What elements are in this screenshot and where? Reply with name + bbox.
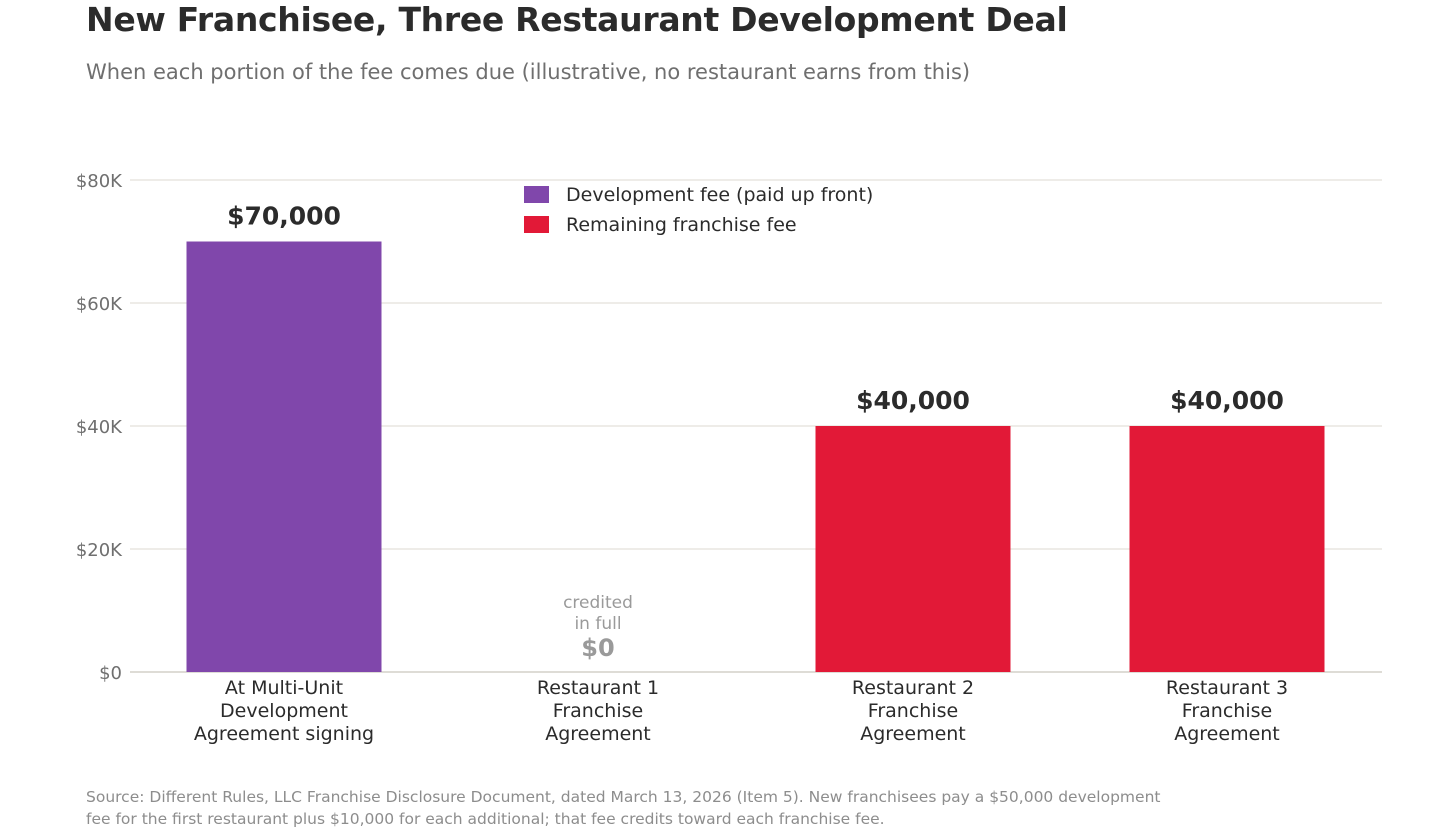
- bar-value-label: $40,000: [1170, 386, 1284, 415]
- x-tick-label: Restaurant 1 Franchise Agreement: [537, 677, 659, 745]
- bar: [186, 241, 382, 672]
- y-tick-label: $0: [99, 663, 122, 684]
- x-tick-label: At Multi-Unit Development Agreement signin…: [194, 677, 374, 745]
- chart-title: New Franchisee, Three Restaurant Develop…: [86, 0, 1068, 39]
- bar-value-label: $40,000: [856, 386, 970, 415]
- annotation-text: credited in full: [563, 593, 633, 634]
- legend-label: Development fee (paid up front): [566, 184, 873, 206]
- chart-subtitle: When each portion of the fee comes due (…: [86, 60, 971, 84]
- bar-value-label: $0: [581, 634, 614, 662]
- annotations: credited in full: [563, 593, 633, 634]
- y-tick-label: $20K: [76, 540, 123, 561]
- source-note: Source: Different Rules, LLC Franchise D…: [86, 788, 1161, 828]
- bars: [186, 241, 1325, 672]
- bar: [815, 426, 1011, 672]
- bar-chart: $0 $20K $40K $60K $80K $70,000 $0 $40,000 $40,0…: [76, 171, 1382, 745]
- bar-value-labels: $70,000 $0 $40,000 $40,000: [227, 202, 1284, 663]
- bar-value-label: $70,000: [227, 202, 341, 231]
- legend-swatch: [524, 216, 549, 233]
- legend-swatch: [524, 186, 549, 203]
- y-tick-label: $60K: [76, 294, 123, 315]
- bar: [1129, 426, 1325, 672]
- legend: Development fee (paid up front) Remaining…: [524, 184, 873, 236]
- y-tick-label: $40K: [76, 417, 123, 438]
- x-axis-categories: At Multi-Unit Development Agreement signin…: [194, 677, 1288, 745]
- legend-label: Remaining franchise fee: [566, 214, 797, 236]
- y-axis-ticks: $0 $20K $40K $60K $80K: [76, 171, 123, 684]
- y-tick-label: $80K: [76, 171, 123, 192]
- x-tick-label: Restaurant 2 Franchise Agreement: [852, 677, 974, 745]
- x-tick-label: Restaurant 3 Franchise Agreement: [1166, 677, 1288, 745]
